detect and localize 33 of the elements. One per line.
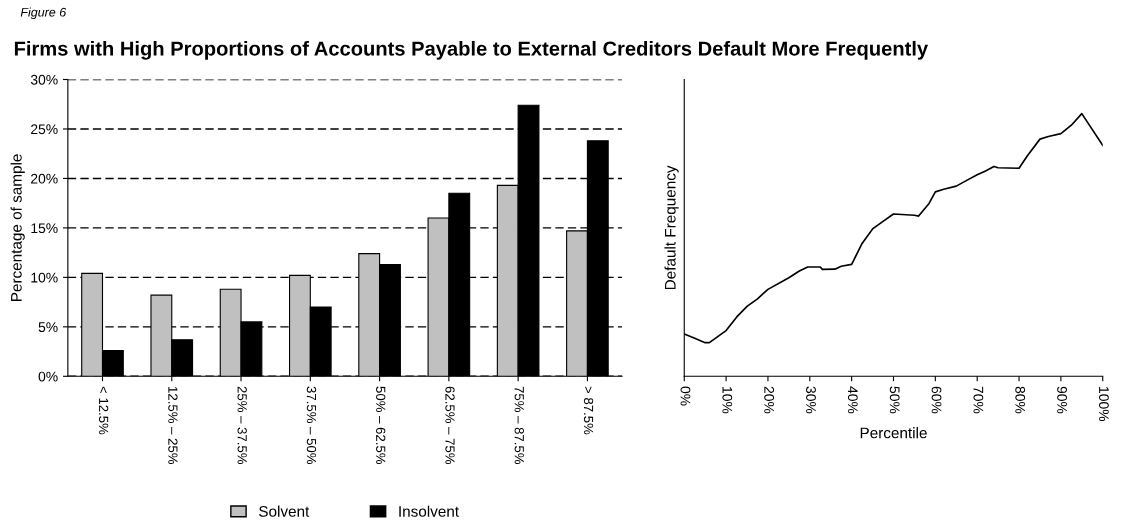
x-tick-label: 30% <box>806 386 816 414</box>
caption: Figure 6 <box>20 7 67 20</box>
x-tick-label: 50% <box>889 386 900 414</box>
x-tick-label: 40% <box>847 386 858 414</box>
chart-title: Firms with High Proportions of Accounts Payable to External Creditors Default More Frequently <box>14 40 929 60</box>
y-tick-label: 20% <box>31 173 58 184</box>
legend-label: Insolvent <box>399 505 459 517</box>
y-tick-label: 0% <box>38 371 58 382</box>
x-tick-label: > 87.5% <box>583 386 594 435</box>
x-tick-label: 62.5% – 75% <box>445 386 455 465</box>
x-tick-label: 100% <box>1099 387 1109 422</box>
y-tick-label: 30% <box>30 74 58 85</box>
y-tick-label: 25% <box>31 124 58 135</box>
x-tick-label: 75% – 87.5% <box>514 386 524 465</box>
y-tick-label: 10% <box>31 272 58 283</box>
x-tick-label: 10% <box>722 387 733 414</box>
y-tick-label: 5% <box>38 322 58 332</box>
x-tick-label: 25% – 37.5% <box>237 386 247 465</box>
x-tick-label: 90% <box>1057 386 1067 414</box>
y-axis-title: Default Frequency <box>664 165 679 290</box>
y-tick-label: 15% <box>31 223 58 234</box>
x-tick-label: 0% <box>680 386 691 406</box>
legend-label: Solvent <box>259 505 310 517</box>
x-tick-label: 50% – 62.5% <box>376 386 386 465</box>
x-tick-label: 20% <box>764 386 775 414</box>
x-axis-title: Percentile <box>860 427 927 439</box>
x-tick-label: 70% <box>973 386 984 414</box>
x-tick-label: 80% <box>1015 386 1026 414</box>
x-tick-label: 12.5% – 25% <box>168 387 178 465</box>
x-tick-label: < 12.5% <box>98 386 109 435</box>
y-axis-title: Percentage of sample <box>10 154 25 301</box>
x-tick-label: 37.5% – 50% <box>306 386 317 465</box>
x-tick-label: 60% <box>931 386 942 414</box>
